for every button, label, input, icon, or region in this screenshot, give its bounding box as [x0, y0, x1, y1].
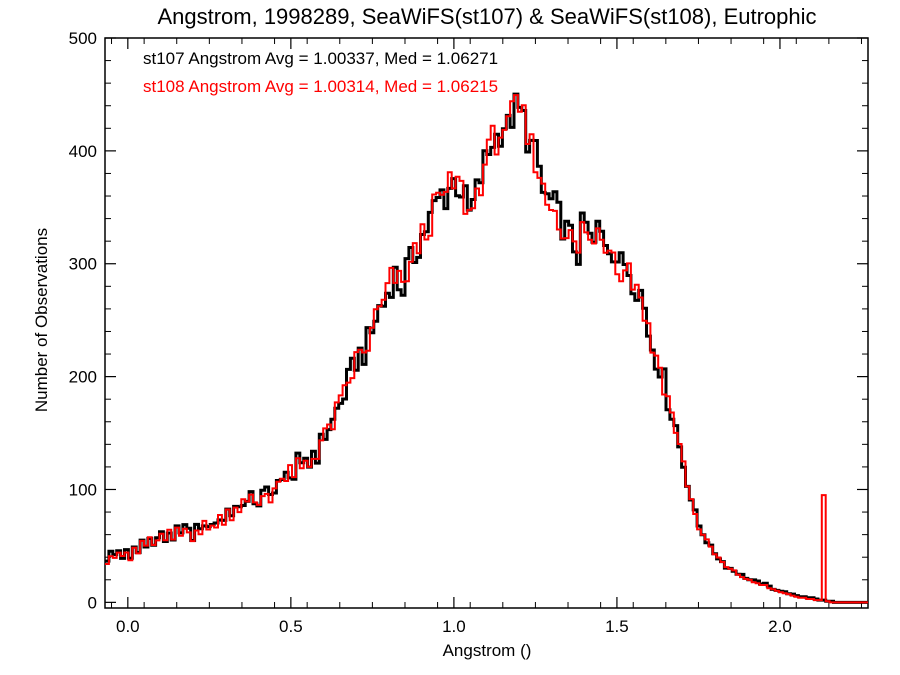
- x-tick-label: 0.5: [279, 617, 303, 636]
- y-tick-label: 0: [88, 593, 97, 612]
- series-line-st107: [105, 92, 868, 604]
- x-tick-label: 1.0: [442, 617, 466, 636]
- plot-border: [104, 37, 869, 609]
- chart-title: Angstrom, 1998289, SeaWiFS(st107) & SeaW…: [157, 4, 816, 29]
- y-tick-label: 200: [69, 368, 97, 387]
- annotation-st107: st107 Angstrom Avg = 1.00337, Med = 1.06…: [143, 49, 498, 68]
- annotation-st108: st108 Angstrom Avg = 1.00314, Med = 1.06…: [143, 77, 498, 96]
- y-tick-label: 100: [69, 480, 97, 499]
- plot-frame: [104, 37, 869, 609]
- y-tick-label: 400: [69, 142, 97, 161]
- x-axis-label: Angstrom (): [443, 641, 532, 660]
- series-layer: [105, 92, 868, 604]
- y-tick-label: 300: [69, 255, 97, 274]
- y-tick-label: 500: [69, 29, 97, 48]
- y-axis-label: Number of Observations: [32, 228, 51, 412]
- x-tick-label: 1.5: [605, 617, 629, 636]
- x-axis-ticks: 0.0 0.5 1.0 1.5 2.0: [111, 38, 862, 636]
- x-tick-label: 0.0: [116, 617, 140, 636]
- y-axis-ticks: 0 100 200 300 400 500: [69, 29, 868, 612]
- series-line-st108: [105, 94, 868, 604]
- x-tick-label: 2.0: [768, 617, 792, 636]
